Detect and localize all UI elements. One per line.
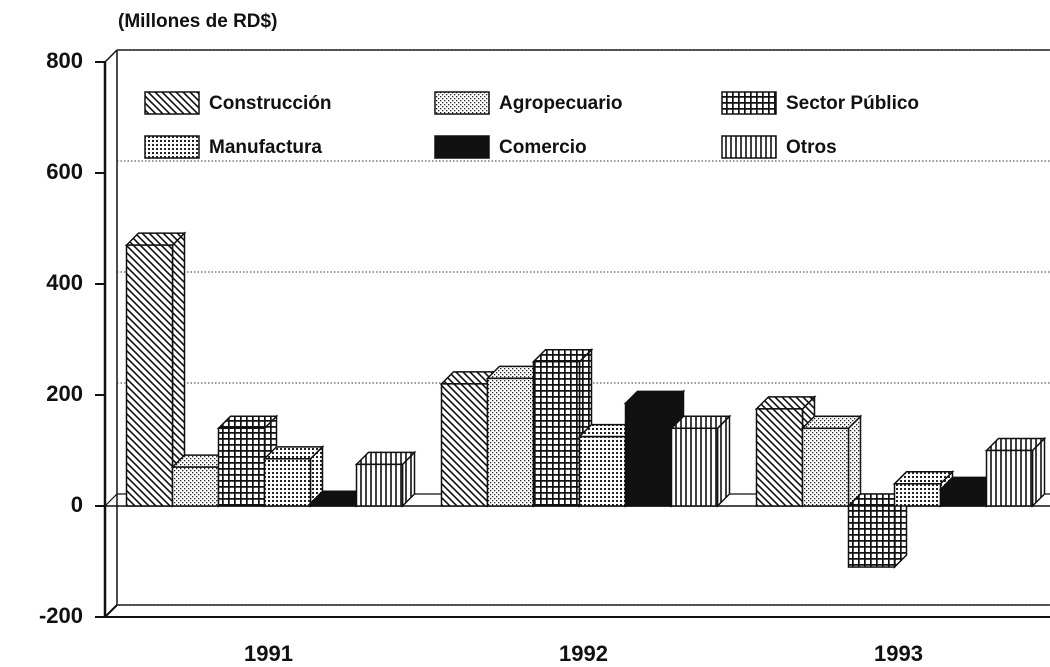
bar (217, 427, 266, 507)
bar (263, 458, 312, 507)
bar (532, 360, 581, 507)
y-tick-label: -200 (39, 603, 83, 628)
legend-label: Construcción (209, 93, 331, 114)
x-tick-label: 1993 (874, 641, 923, 666)
x-tick-label: 1991 (244, 641, 293, 666)
bar (893, 483, 942, 507)
bar (670, 427, 719, 507)
bar (847, 505, 896, 568)
legend-label: Agropecuario (499, 93, 623, 114)
back-wall (116, 50, 1050, 606)
legend-swatch (721, 135, 777, 159)
legend-label: Otros (786, 137, 837, 158)
x-tick-label: 1992 (559, 641, 608, 666)
bar-side (847, 414, 862, 508)
legend-swatch (434, 135, 490, 159)
y-tick-label: 0 (71, 492, 83, 517)
legend-swatch (144, 91, 200, 115)
bar (486, 377, 535, 507)
bar-side (716, 414, 731, 508)
bar (801, 427, 850, 507)
legend-swatch (144, 135, 200, 159)
y-tick-label: 600 (46, 159, 83, 184)
y-tick-label: 200 (46, 381, 83, 406)
y-axis-top (104, 49, 118, 63)
bar (355, 463, 404, 507)
bar (171, 466, 220, 507)
bar (985, 449, 1034, 507)
y-tick-label: 800 (46, 48, 83, 73)
floor (104, 604, 1050, 618)
legend-label: Manufactura (209, 137, 322, 158)
legend-swatch (721, 91, 777, 115)
legend-label: Comercio (499, 137, 587, 158)
bar (309, 502, 358, 507)
axis-label: (Millones de RD$) (118, 11, 277, 32)
bar (440, 383, 489, 507)
bar (939, 488, 988, 507)
bar (125, 244, 174, 507)
y-tick-label: 400 (46, 270, 83, 295)
bar (755, 408, 804, 507)
bar (624, 402, 673, 507)
zero-plane (104, 493, 1050, 507)
legend-label: Sector Público (786, 93, 919, 114)
bar (578, 435, 627, 507)
legend-swatch (434, 91, 490, 115)
